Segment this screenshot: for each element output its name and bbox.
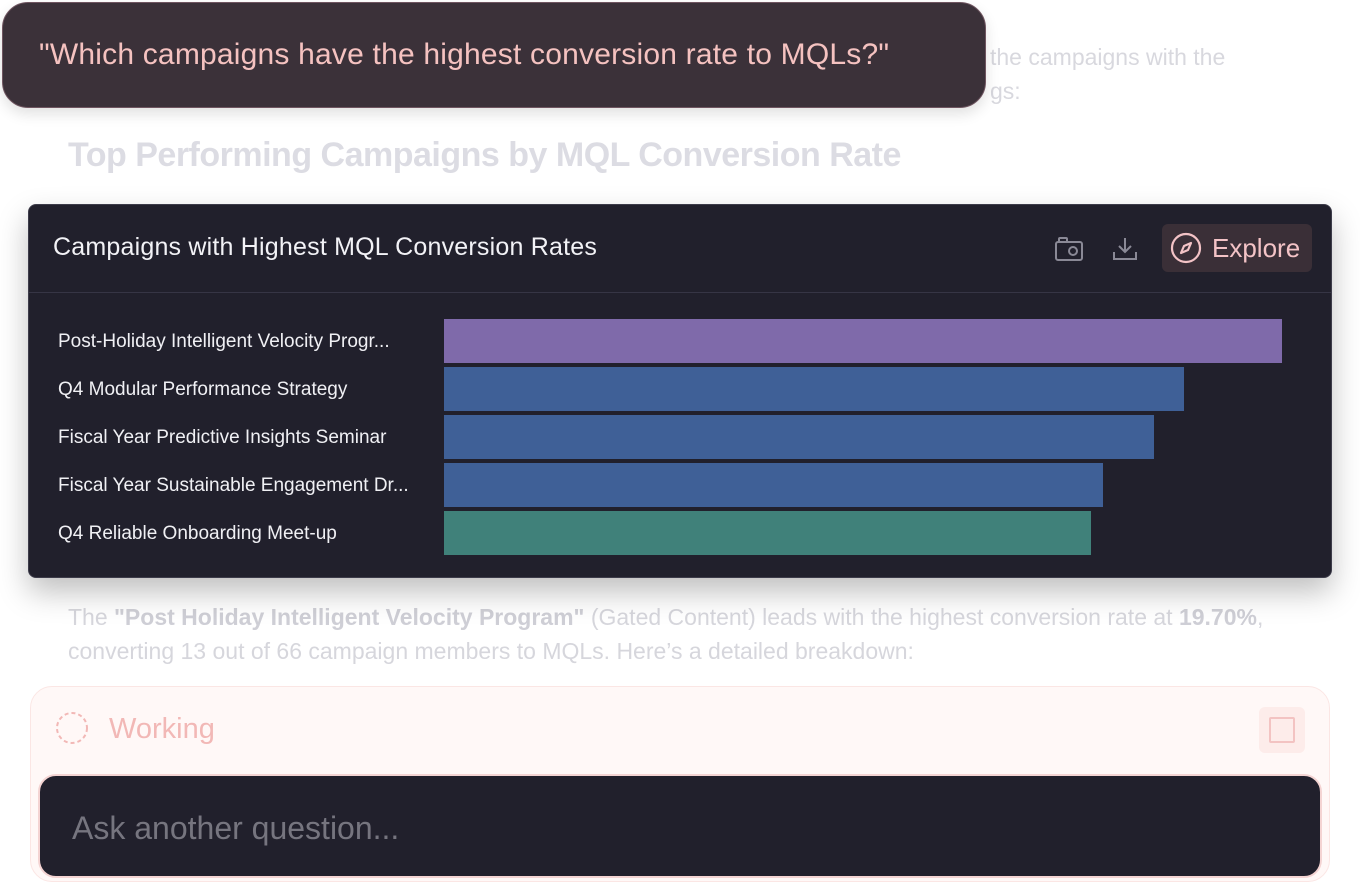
status-label: Working xyxy=(109,713,215,745)
explore-label: Explore xyxy=(1212,232,1301,263)
para-mid: (Gated Content) leads with the highest c… xyxy=(584,604,1179,630)
chart-card: Campaigns with Highest MQL Conversion Ra… xyxy=(28,204,1332,578)
compass-icon xyxy=(1170,232,1202,264)
bar[interactable] xyxy=(444,511,1091,555)
background-intro-text: the campaigns with the gs: xyxy=(990,40,1350,108)
para-prefix: The xyxy=(68,604,115,630)
para-bold-rate: 19.70% xyxy=(1178,604,1257,630)
para-suffix: , converting 13 out of 66 campaign membe… xyxy=(68,604,1264,664)
bar-label: Q4 Reliable Onboarding Meet-up xyxy=(58,523,337,544)
bar[interactable] xyxy=(444,367,1184,411)
spinner-icon xyxy=(56,712,88,744)
question-text: "Which campaigns have the highest conver… xyxy=(39,38,890,71)
chart-card-header: Campaigns with Highest MQL Conversion Ra… xyxy=(29,205,1331,293)
bar-label: Fiscal Year Predictive Insights Seminar xyxy=(58,427,387,448)
download-icon xyxy=(1113,238,1137,260)
background-intro-line-1: the campaigns with the xyxy=(990,44,1226,70)
answer-paragraph: The "Post Holiday Intelligent Velocity P… xyxy=(68,600,1288,668)
download-button[interactable] xyxy=(1103,229,1147,269)
bar-label: Fiscal Year Sustainable Engagement Dr... xyxy=(58,475,409,496)
explore-button[interactable]: Explore xyxy=(1162,224,1312,272)
camera-icon xyxy=(1055,237,1083,261)
bar-chart: Post-Holiday Intelligent Velocity Progr.… xyxy=(29,293,1331,577)
background-intro-line-2: gs: xyxy=(990,78,1021,104)
bar[interactable] xyxy=(444,319,1282,363)
ask-box xyxy=(38,774,1322,878)
bar[interactable] xyxy=(444,415,1154,459)
chart-title: Campaigns with Highest MQL Conversion Ra… xyxy=(53,233,598,261)
bar-label: Q4 Modular Performance Strategy xyxy=(58,379,348,400)
stop-icon xyxy=(1269,717,1295,743)
question-bubble: "Which campaigns have the highest conver… xyxy=(2,2,986,108)
snapshot-button[interactable] xyxy=(1047,229,1091,269)
para-bold-campaign: "Post Holiday Intelligent Velocity Progr… xyxy=(114,604,585,630)
answer-heading: Top Performing Campaigns by MQL Conversi… xyxy=(68,136,901,174)
stop-button[interactable] xyxy=(1259,707,1305,753)
bar[interactable] xyxy=(444,463,1103,507)
bar-label: Post-Holiday Intelligent Velocity Progr.… xyxy=(58,331,390,352)
ask-input[interactable] xyxy=(70,806,1274,850)
